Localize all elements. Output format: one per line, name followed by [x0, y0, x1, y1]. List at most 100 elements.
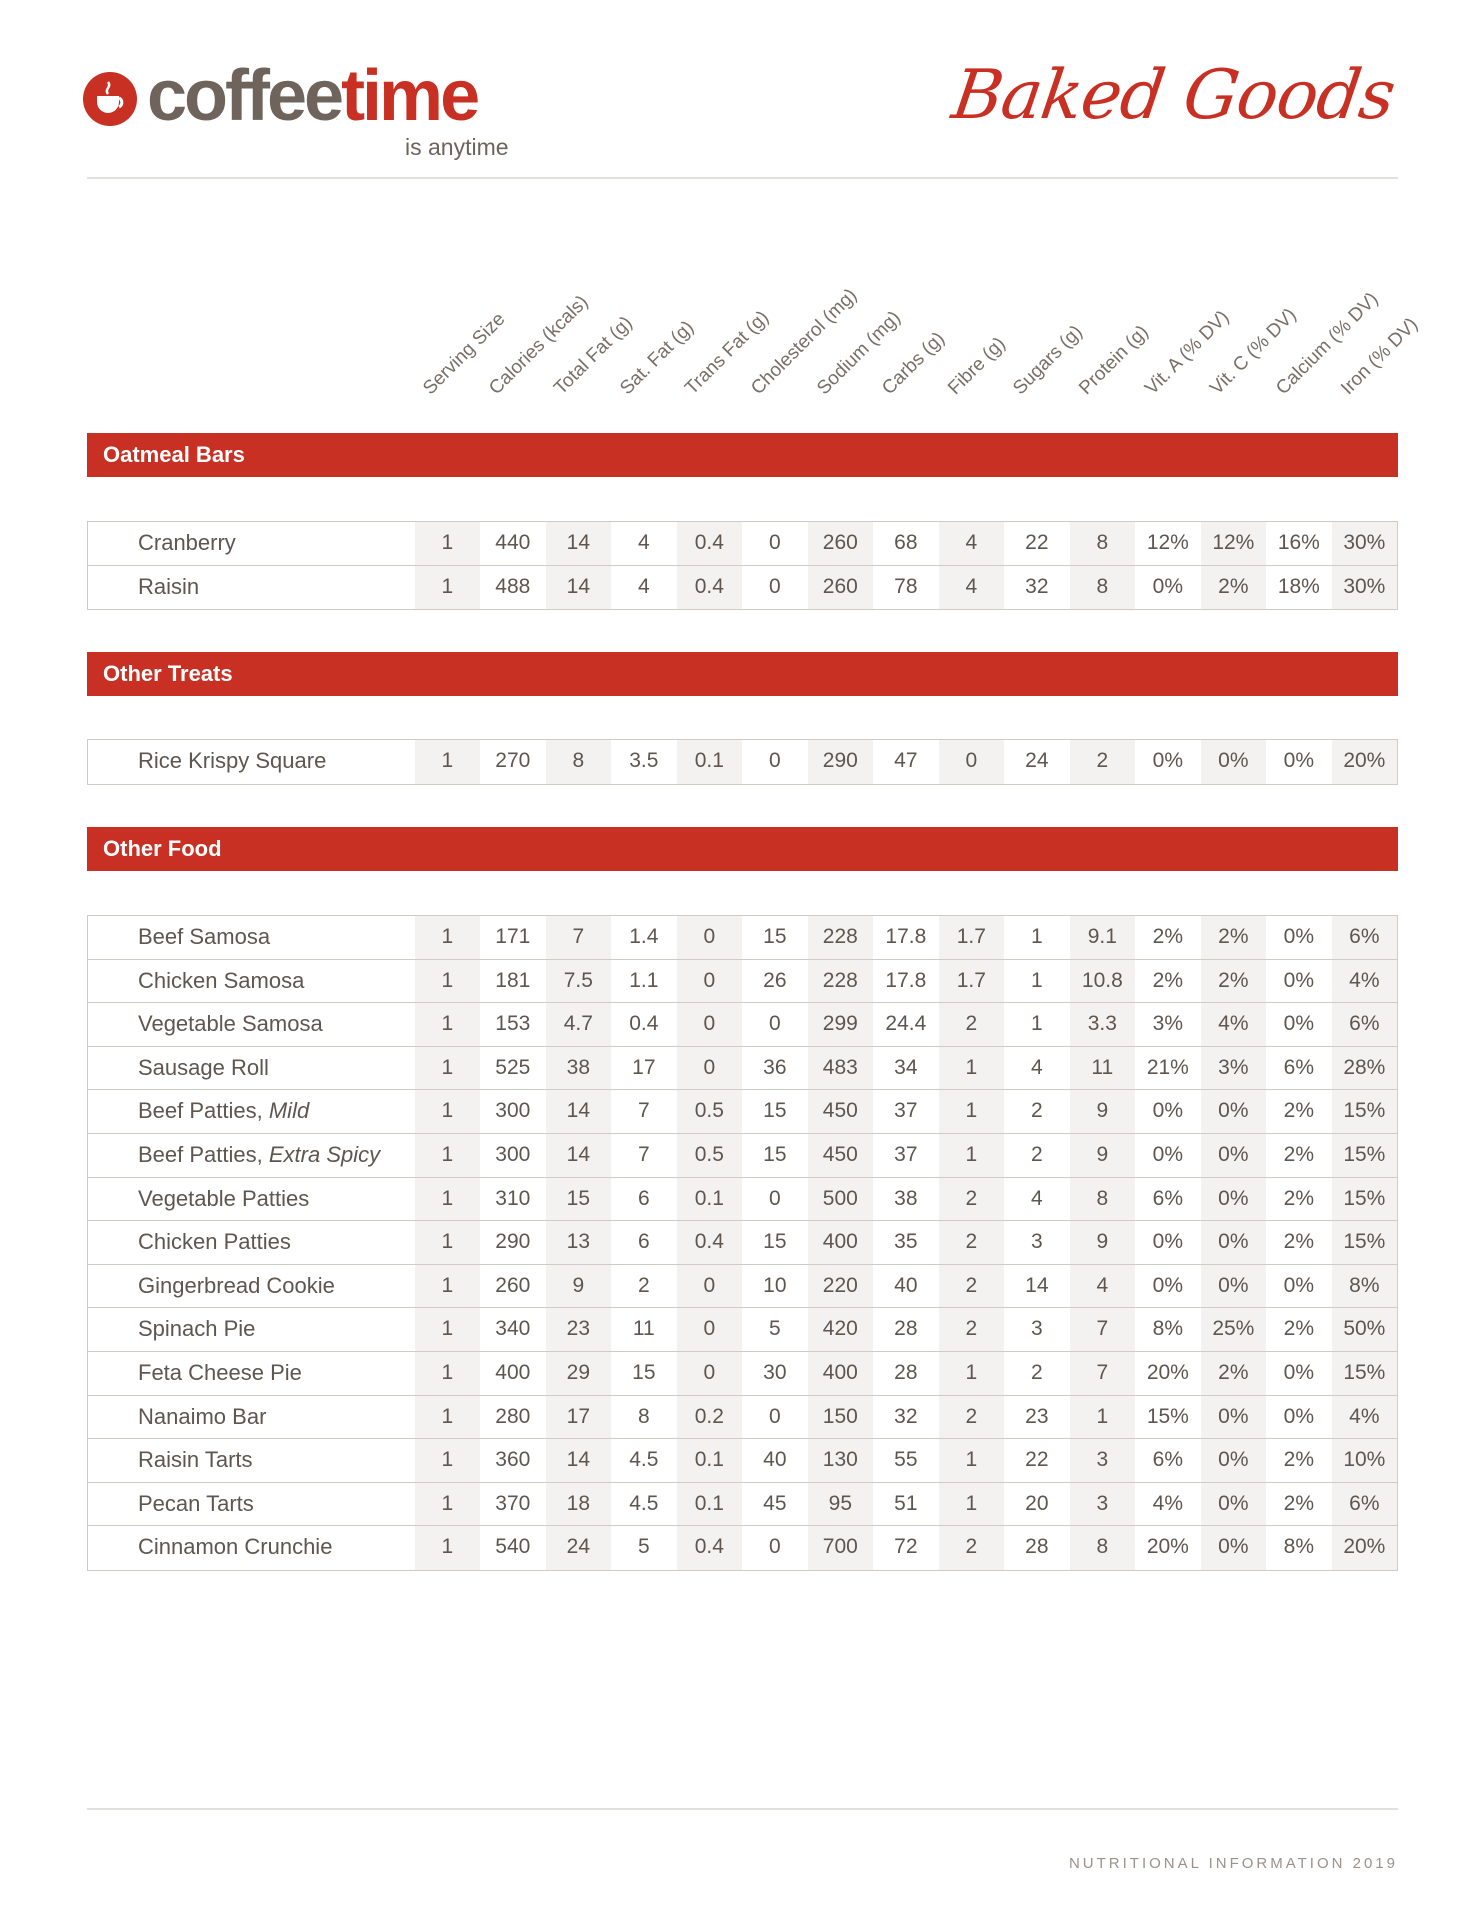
value-cell: 7	[1069, 1351, 1136, 1395]
value-cell: 0	[768, 574, 781, 598]
section-header: Other Food	[87, 827, 1398, 871]
value-cell: 15%	[1331, 1221, 1398, 1264]
value-cell: 1	[414, 959, 481, 1003]
value-cell: 14	[545, 1133, 612, 1177]
table-row: Nanaimo Bar 1 280 17 8 0.2 0 150 32 2 23 1 15% 0% 0% 4%	[88, 1395, 1398, 1440]
value-cell: 1	[414, 1003, 481, 1046]
value-cell: 25%	[1200, 1308, 1267, 1351]
value-cell: 2	[938, 1177, 1005, 1221]
item-name: Nanaimo Bar	[88, 1396, 415, 1439]
value-cell: 450	[807, 1090, 874, 1133]
value-cell: 171	[495, 925, 531, 948]
value-cell: 1	[414, 1439, 481, 1482]
value-cell: 260	[807, 565, 874, 610]
value-cell: 24.4	[885, 1012, 927, 1036]
value-cell: 28	[1025, 1535, 1049, 1559]
value-cell: 0%	[1283, 968, 1314, 992]
value-cell: 483	[807, 1046, 874, 1090]
table-row: Vegetable Samosa 1 153 4.7 0.4 0 0 299 24.4 2 1 3.3…	[88, 1003, 1398, 1047]
value-cell: 0.1	[676, 1482, 743, 1526]
item-variant: Mild	[268, 1098, 310, 1124]
item-name: Feta Cheese Pie	[88, 1352, 415, 1395]
value-cell: 2	[938, 1003, 1005, 1046]
item-name: Raisin	[88, 566, 415, 610]
item-name: Raisin Tarts	[88, 1439, 415, 1482]
value-cell: 8	[1069, 565, 1136, 610]
value-cell: 0.4	[676, 1221, 743, 1264]
value-cell: 1	[414, 1351, 481, 1395]
value-cell: 488	[495, 574, 531, 598]
value-cell: 3	[1030, 1317, 1043, 1341]
value-cell: 1	[414, 1308, 481, 1351]
item-name: Beef Patties, Extra Spicy	[88, 1134, 415, 1177]
item-name-text: Rice Krispy Square	[138, 748, 327, 773]
value-cell: 28	[894, 1317, 918, 1341]
value-cell: 38	[894, 1186, 918, 1210]
column-header: Fibre (g)	[943, 333, 1010, 399]
value-cell: 0%	[1283, 1012, 1314, 1036]
value-cell: 3.5	[629, 749, 659, 772]
value-cell: 15%	[1331, 1133, 1398, 1177]
value-cell: 2	[1030, 1099, 1043, 1123]
item-name: Vegetable Samosa	[88, 1003, 415, 1046]
value-cell: 1	[414, 1133, 481, 1177]
value-cell: 1	[1030, 925, 1043, 948]
value-cell: 290	[807, 740, 874, 784]
value-cell: 8	[1069, 1177, 1136, 1221]
value-cell: 0%	[1200, 1133, 1267, 1177]
value-cell: 0%	[1152, 1099, 1183, 1123]
value-cell: 4	[1030, 1186, 1043, 1210]
value-cell: 0.4	[676, 522, 743, 565]
value-cell: 450	[807, 1133, 874, 1177]
item-name: Sausage Roll	[88, 1047, 415, 1090]
value-cell: 4%	[1331, 1395, 1398, 1439]
value-cell: 2%	[1283, 1186, 1314, 1210]
value-cell: 4%	[1152, 1491, 1183, 1515]
value-cell: 47	[894, 749, 918, 772]
column-header: Protein (g)	[1075, 321, 1153, 399]
value-cell: 500	[807, 1177, 874, 1221]
value-cell: 24	[1025, 749, 1049, 772]
item-name-text: Vegetable Patties	[138, 1185, 310, 1211]
value-cell: 37	[894, 1142, 918, 1166]
value-cell: 15	[763, 1142, 787, 1166]
value-cell: 2%	[1200, 959, 1267, 1003]
value-cell: 15	[763, 925, 787, 948]
item-name: Spinach Pie	[88, 1308, 415, 1351]
value-cell: 370	[495, 1491, 531, 1515]
value-cell: 2%	[1283, 1099, 1314, 1123]
value-cell: 4	[637, 574, 650, 598]
value-cell: 11	[632, 1317, 655, 1341]
value-cell: 40	[763, 1448, 787, 1472]
value-cell: 2%	[1283, 1317, 1314, 1341]
value-cell: 15	[632, 1360, 656, 1384]
coffee-time-logo: coffeetime is anytime	[83, 58, 533, 163]
value-cell: 5	[768, 1317, 781, 1341]
value-cell: 0%	[1200, 740, 1267, 784]
value-cell: 0	[768, 1186, 781, 1210]
value-cell: 8	[637, 1404, 650, 1428]
value-cell: 9	[545, 1264, 612, 1308]
value-cell: 2%	[1200, 1351, 1267, 1395]
value-cell: 6	[637, 1230, 650, 1254]
value-cell: 14	[545, 565, 612, 610]
value-cell: 6	[637, 1186, 650, 1210]
item-name: Gingerbread Cookie	[88, 1265, 415, 1308]
value-cell: 0.1	[676, 1439, 743, 1482]
value-cell: 1	[1030, 1012, 1043, 1036]
value-cell: 1	[938, 1351, 1005, 1395]
value-cell: 220	[807, 1264, 874, 1308]
value-cell: 1	[1030, 968, 1043, 992]
table-row: Cinnamon Crunchie 1 540 24 5 0.4 0 700 72 2 28 8 20%…	[88, 1526, 1398, 1570]
value-cell: 290	[495, 1230, 531, 1254]
value-cell: 17	[545, 1395, 612, 1439]
value-cell: 36	[763, 1055, 787, 1079]
value-cell: 2	[938, 1221, 1005, 1264]
item-name: Chicken Samosa	[88, 960, 415, 1003]
value-cell: 1	[414, 916, 481, 959]
column-header: Sugars (g)	[1009, 321, 1088, 399]
value-cell: 9	[1069, 1221, 1136, 1264]
item-name-text: Gingerbread Cookie	[138, 1272, 335, 1298]
value-cell: 72	[894, 1535, 918, 1559]
value-cell: 2	[1069, 740, 1136, 784]
